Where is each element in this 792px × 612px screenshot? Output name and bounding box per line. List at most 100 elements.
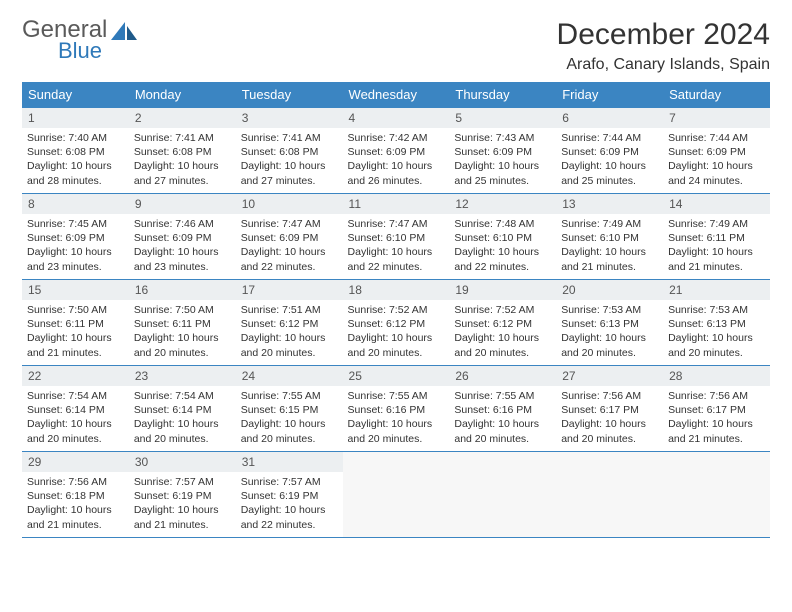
month-title: December 2024 (557, 18, 770, 52)
sunrise-line: Sunrise: 7:49 AM (561, 217, 658, 231)
day-number: 2 (129, 108, 236, 128)
sunset-line: Sunset: 6:10 PM (561, 231, 658, 245)
sunrise-line: Sunrise: 7:47 AM (348, 217, 445, 231)
day-number: 16 (129, 280, 236, 300)
day-header: Thursday (449, 82, 556, 108)
day-details: Sunrise: 7:40 AMSunset: 6:08 PMDaylight:… (22, 128, 129, 193)
sunrise-line: Sunrise: 7:54 AM (134, 389, 231, 403)
sunrise-line: Sunrise: 7:52 AM (454, 303, 551, 317)
calendar-cell: 15Sunrise: 7:50 AMSunset: 6:11 PMDayligh… (22, 280, 129, 366)
day-details: Sunrise: 7:41 AMSunset: 6:08 PMDaylight:… (236, 128, 343, 193)
daylight-line: Daylight: 10 hours and 20 minutes. (134, 417, 231, 445)
calendar-week-row: 1Sunrise: 7:40 AMSunset: 6:08 PMDaylight… (22, 108, 770, 194)
calendar-cell: 8Sunrise: 7:45 AMSunset: 6:09 PMDaylight… (22, 194, 129, 280)
day-number: 10 (236, 194, 343, 214)
calendar-cell: 22Sunrise: 7:54 AMSunset: 6:14 PMDayligh… (22, 366, 129, 452)
logo-text: General Blue (22, 18, 107, 62)
calendar-week-row: 22Sunrise: 7:54 AMSunset: 6:14 PMDayligh… (22, 366, 770, 452)
logo-word-blue: Blue (22, 40, 107, 62)
sunset-line: Sunset: 6:09 PM (668, 145, 765, 159)
daylight-line: Daylight: 10 hours and 27 minutes. (134, 159, 231, 187)
sunrise-line: Sunrise: 7:57 AM (134, 475, 231, 489)
day-header: Sunday (22, 82, 129, 108)
day-details: Sunrise: 7:57 AMSunset: 6:19 PMDaylight:… (129, 472, 236, 537)
day-details: Sunrise: 7:56 AMSunset: 6:18 PMDaylight:… (22, 472, 129, 537)
day-number: 3 (236, 108, 343, 128)
day-details: Sunrise: 7:55 AMSunset: 6:15 PMDaylight:… (236, 386, 343, 451)
daylight-line: Daylight: 10 hours and 22 minutes. (241, 503, 338, 531)
calendar-cell: 24Sunrise: 7:55 AMSunset: 6:15 PMDayligh… (236, 366, 343, 452)
sunset-line: Sunset: 6:11 PM (134, 317, 231, 331)
calendar-cell: 28Sunrise: 7:56 AMSunset: 6:17 PMDayligh… (663, 366, 770, 452)
day-number: 31 (236, 452, 343, 472)
day-details: Sunrise: 7:42 AMSunset: 6:09 PMDaylight:… (343, 128, 450, 193)
calendar-cell: 29Sunrise: 7:56 AMSunset: 6:18 PMDayligh… (22, 452, 129, 538)
calendar-week-row: 8Sunrise: 7:45 AMSunset: 6:09 PMDaylight… (22, 194, 770, 280)
calendar-cell: 30Sunrise: 7:57 AMSunset: 6:19 PMDayligh… (129, 452, 236, 538)
sunset-line: Sunset: 6:19 PM (134, 489, 231, 503)
day-details: Sunrise: 7:44 AMSunset: 6:09 PMDaylight:… (663, 128, 770, 193)
day-details: Sunrise: 7:49 AMSunset: 6:11 PMDaylight:… (663, 214, 770, 279)
sunset-line: Sunset: 6:17 PM (561, 403, 658, 417)
calendar-cell: 11Sunrise: 7:47 AMSunset: 6:10 PMDayligh… (343, 194, 450, 280)
daylight-line: Daylight: 10 hours and 20 minutes. (561, 331, 658, 359)
calendar-cell: 3Sunrise: 7:41 AMSunset: 6:08 PMDaylight… (236, 108, 343, 194)
logo: General Blue (22, 18, 137, 62)
day-number: 12 (449, 194, 556, 214)
day-number: 23 (129, 366, 236, 386)
sunset-line: Sunset: 6:13 PM (668, 317, 765, 331)
day-details: Sunrise: 7:52 AMSunset: 6:12 PMDaylight:… (449, 300, 556, 365)
day-header: Friday (556, 82, 663, 108)
day-number: 14 (663, 194, 770, 214)
daylight-line: Daylight: 10 hours and 27 minutes. (241, 159, 338, 187)
calendar-cell: 16Sunrise: 7:50 AMSunset: 6:11 PMDayligh… (129, 280, 236, 366)
calendar-cell: 23Sunrise: 7:54 AMSunset: 6:14 PMDayligh… (129, 366, 236, 452)
daylight-line: Daylight: 10 hours and 20 minutes. (241, 417, 338, 445)
sunrise-line: Sunrise: 7:48 AM (454, 217, 551, 231)
sunrise-line: Sunrise: 7:43 AM (454, 131, 551, 145)
calendar-cell: 17Sunrise: 7:51 AMSunset: 6:12 PMDayligh… (236, 280, 343, 366)
sunset-line: Sunset: 6:09 PM (134, 231, 231, 245)
sunset-line: Sunset: 6:16 PM (454, 403, 551, 417)
sunset-line: Sunset: 6:12 PM (241, 317, 338, 331)
sunset-line: Sunset: 6:08 PM (134, 145, 231, 159)
day-number: 9 (129, 194, 236, 214)
calendar-cell (663, 452, 770, 538)
daylight-line: Daylight: 10 hours and 20 minutes. (241, 331, 338, 359)
sunset-line: Sunset: 6:13 PM (561, 317, 658, 331)
day-details: Sunrise: 7:45 AMSunset: 6:09 PMDaylight:… (22, 214, 129, 279)
daylight-line: Daylight: 10 hours and 26 minutes. (348, 159, 445, 187)
day-number: 25 (343, 366, 450, 386)
sunrise-line: Sunrise: 7:45 AM (27, 217, 124, 231)
daylight-line: Daylight: 10 hours and 20 minutes. (454, 417, 551, 445)
day-number: 20 (556, 280, 663, 300)
day-details: Sunrise: 7:50 AMSunset: 6:11 PMDaylight:… (22, 300, 129, 365)
calendar-cell: 31Sunrise: 7:57 AMSunset: 6:19 PMDayligh… (236, 452, 343, 538)
day-details: Sunrise: 7:54 AMSunset: 6:14 PMDaylight:… (129, 386, 236, 451)
day-details: Sunrise: 7:51 AMSunset: 6:12 PMDaylight:… (236, 300, 343, 365)
day-details: Sunrise: 7:49 AMSunset: 6:10 PMDaylight:… (556, 214, 663, 279)
calendar-cell: 20Sunrise: 7:53 AMSunset: 6:13 PMDayligh… (556, 280, 663, 366)
calendar-cell: 19Sunrise: 7:52 AMSunset: 6:12 PMDayligh… (449, 280, 556, 366)
sunrise-line: Sunrise: 7:53 AM (668, 303, 765, 317)
daylight-line: Daylight: 10 hours and 22 minutes. (241, 245, 338, 273)
day-details: Sunrise: 7:47 AMSunset: 6:10 PMDaylight:… (343, 214, 450, 279)
title-block: December 2024 Arafo, Canary Islands, Spa… (557, 18, 770, 74)
calendar-cell: 14Sunrise: 7:49 AMSunset: 6:11 PMDayligh… (663, 194, 770, 280)
day-number: 7 (663, 108, 770, 128)
sunrise-line: Sunrise: 7:49 AM (668, 217, 765, 231)
sunrise-line: Sunrise: 7:57 AM (241, 475, 338, 489)
sunrise-line: Sunrise: 7:44 AM (561, 131, 658, 145)
sunrise-line: Sunrise: 7:47 AM (241, 217, 338, 231)
daylight-line: Daylight: 10 hours and 20 minutes. (561, 417, 658, 445)
sunrise-line: Sunrise: 7:56 AM (27, 475, 124, 489)
day-details: Sunrise: 7:46 AMSunset: 6:09 PMDaylight:… (129, 214, 236, 279)
calendar-cell: 9Sunrise: 7:46 AMSunset: 6:09 PMDaylight… (129, 194, 236, 280)
day-number: 29 (22, 452, 129, 472)
daylight-line: Daylight: 10 hours and 21 minutes. (561, 245, 658, 273)
sunset-line: Sunset: 6:18 PM (27, 489, 124, 503)
day-number: 26 (449, 366, 556, 386)
sunset-line: Sunset: 6:12 PM (454, 317, 551, 331)
day-number: 11 (343, 194, 450, 214)
calendar-cell: 25Sunrise: 7:55 AMSunset: 6:16 PMDayligh… (343, 366, 450, 452)
